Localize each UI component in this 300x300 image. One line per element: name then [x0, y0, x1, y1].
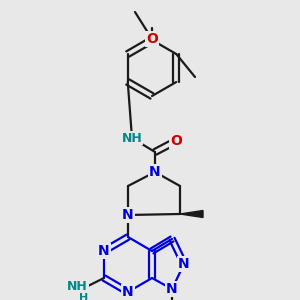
Polygon shape [180, 211, 203, 218]
Text: N: N [122, 208, 134, 222]
Text: N: N [178, 257, 190, 271]
Text: N: N [166, 282, 178, 296]
Text: O: O [170, 134, 182, 148]
Text: O: O [146, 32, 158, 46]
Text: N: N [122, 285, 134, 299]
Text: NH: NH [67, 280, 88, 293]
Text: H: H [79, 293, 88, 300]
Text: N: N [149, 165, 161, 179]
Text: N: N [98, 244, 110, 258]
Text: NH: NH [122, 131, 142, 145]
